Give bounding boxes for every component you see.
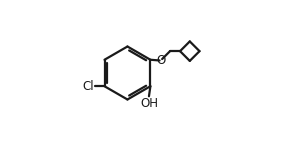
Text: Cl: Cl xyxy=(83,80,94,93)
Text: OH: OH xyxy=(140,97,158,110)
Text: O: O xyxy=(156,54,165,67)
